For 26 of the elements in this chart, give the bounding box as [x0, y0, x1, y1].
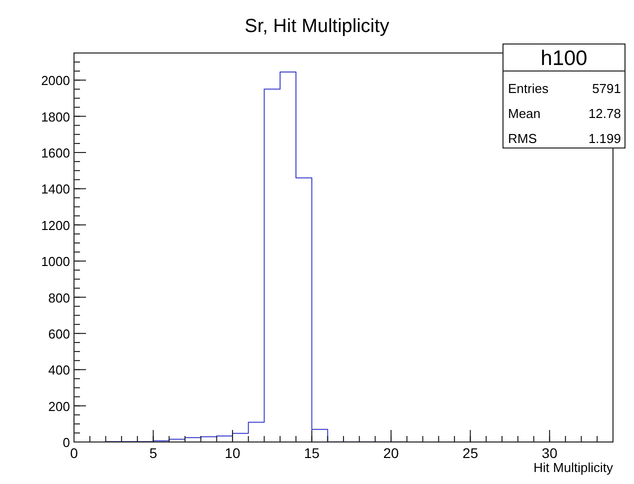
y-tick-label: 1200 [41, 218, 70, 233]
y-tick-label: 1600 [41, 146, 70, 161]
x-tick-label: 25 [462, 445, 478, 461]
annotation: 12.78 [588, 106, 621, 121]
y-tick-label: 200 [48, 398, 70, 414]
x-axis-title: Hit Multiplicity [534, 460, 614, 475]
y-tick-label: 0 [62, 435, 70, 450]
x-tick-label: 20 [383, 445, 400, 461]
annotation: Mean [508, 106, 541, 121]
x-tick-label: 30 [542, 445, 558, 461]
y-tick-label: 600 [48, 326, 70, 342]
y-tick-label: 2000 [41, 73, 70, 88]
y-tick-label: 400 [48, 362, 70, 378]
annotation: h100 [540, 47, 588, 70]
x-tick-label: 5 [149, 445, 158, 461]
x-tick-label: 15 [304, 445, 320, 461]
y-tick-label: 800 [48, 290, 70, 306]
y-tick-label: 1000 [41, 254, 70, 270]
chart-title: Sr, Hit Multiplicity [244, 16, 390, 37]
annotation: RMS [508, 131, 538, 146]
x-tick-label: 10 [224, 445, 241, 461]
y-tick-label: 1800 [41, 109, 70, 124]
annotation: 1.199 [588, 131, 621, 146]
annotation: Entries [508, 81, 549, 96]
y-tick-label: 1400 [41, 182, 70, 197]
annotation: 5791 [592, 81, 621, 96]
